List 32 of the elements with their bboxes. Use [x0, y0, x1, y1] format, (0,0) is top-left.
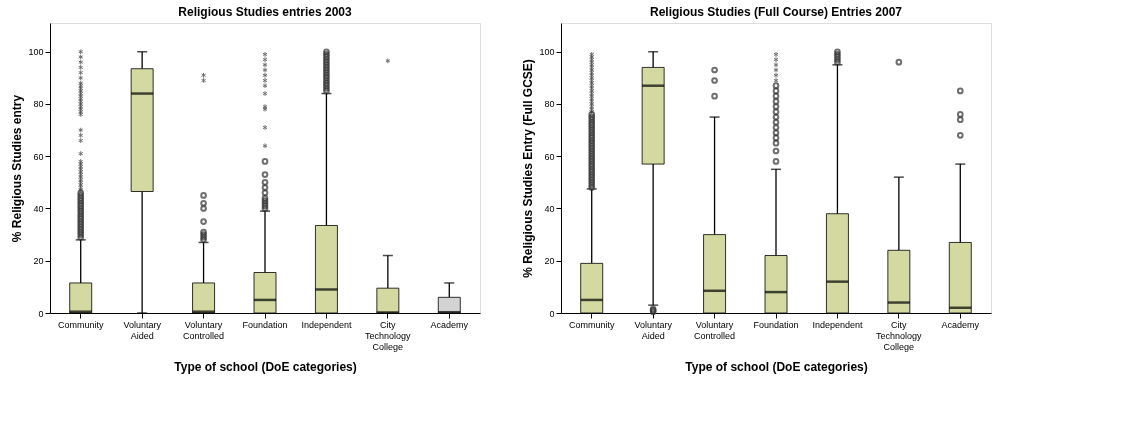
x-axis-title: Type of school (DoE categories): [174, 359, 357, 374]
x-tick-label: Independent: [812, 319, 863, 330]
x-tick-label: Community: [57, 319, 104, 330]
y-tick-label: 100: [539, 47, 555, 58]
x-tick-label: Voluntary Aided: [123, 319, 162, 341]
y-axis-title: % Religious Studies entry: [10, 94, 25, 243]
x-tick-label: Academy: [941, 319, 980, 330]
y-tick-label: 80: [33, 99, 44, 110]
y-tick-label: 60: [544, 151, 555, 162]
chart-title: Religious Studies entries 2003: [178, 5, 353, 19]
x-tick-label: Community: [568, 319, 615, 330]
y-tick-label: 40: [33, 204, 44, 214]
chart-title: Religious Studies (Full Course) Entries 2007: [649, 5, 903, 19]
x-tick-label: Voluntary Controlled: [183, 319, 225, 341]
y-tick-label: 60: [33, 151, 44, 162]
y-tick-label: 20: [33, 256, 44, 267]
y-tick-label: 0: [38, 308, 44, 319]
y-tick-label: 40: [544, 204, 555, 214]
x-tick-label: Foundation: [242, 319, 288, 330]
x-tick-label: Foundation: [753, 319, 799, 330]
x-tick-label: City Technology College: [876, 319, 923, 352]
x-axis-title: Type of school (DoE categories): [685, 359, 868, 374]
x-tick-label: Voluntary Aided: [634, 319, 673, 341]
x-tick-label: Academy: [430, 319, 469, 330]
y-tick-label: 80: [544, 99, 555, 110]
y-tick-label: 20: [544, 256, 555, 267]
x-tick-label: Independent: [301, 319, 352, 330]
y-axis-title: % Religious Studies Entry (Full GCSE): [521, 59, 536, 278]
y-tick-label: 0: [549, 308, 555, 319]
x-tick-label: City Technology College: [365, 319, 412, 352]
x-tick-label: Voluntary Controlled: [694, 319, 736, 341]
y-tick-label: 100: [28, 47, 44, 58]
